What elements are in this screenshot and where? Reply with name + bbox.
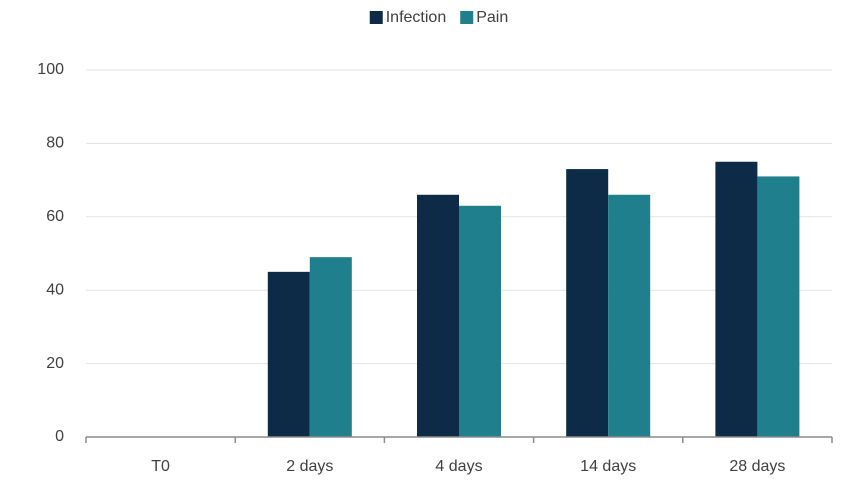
legend-swatch bbox=[460, 11, 474, 24]
y-tick-label: 80 bbox=[46, 135, 64, 152]
legend-item: Infection bbox=[369, 9, 446, 26]
x-tick-label: 14 days bbox=[580, 458, 636, 475]
bar bbox=[459, 205, 501, 437]
y-tick-label: 0 bbox=[55, 428, 64, 445]
x-tick-label: 2 days bbox=[286, 458, 333, 475]
y-tick-label: 40 bbox=[46, 281, 64, 298]
y-tick-label: 60 bbox=[46, 208, 64, 225]
bar bbox=[267, 271, 310, 437]
legend-swatch bbox=[369, 11, 383, 24]
y-tick-label: 20 bbox=[46, 355, 64, 372]
bar bbox=[715, 161, 758, 437]
legend-label: Pain bbox=[476, 9, 508, 26]
x-tick-label: T0 bbox=[151, 458, 170, 475]
x-tick-label: 28 days bbox=[729, 458, 785, 475]
bar bbox=[608, 194, 651, 437]
y-tick-label: 100 bbox=[37, 61, 64, 78]
x-tick-label: 4 days bbox=[435, 458, 482, 475]
bar bbox=[757, 176, 800, 437]
bar bbox=[566, 169, 609, 437]
legend-item: Pain bbox=[460, 9, 508, 26]
bar bbox=[417, 194, 459, 437]
legend-label: Infection bbox=[386, 9, 446, 26]
bar bbox=[309, 257, 352, 437]
